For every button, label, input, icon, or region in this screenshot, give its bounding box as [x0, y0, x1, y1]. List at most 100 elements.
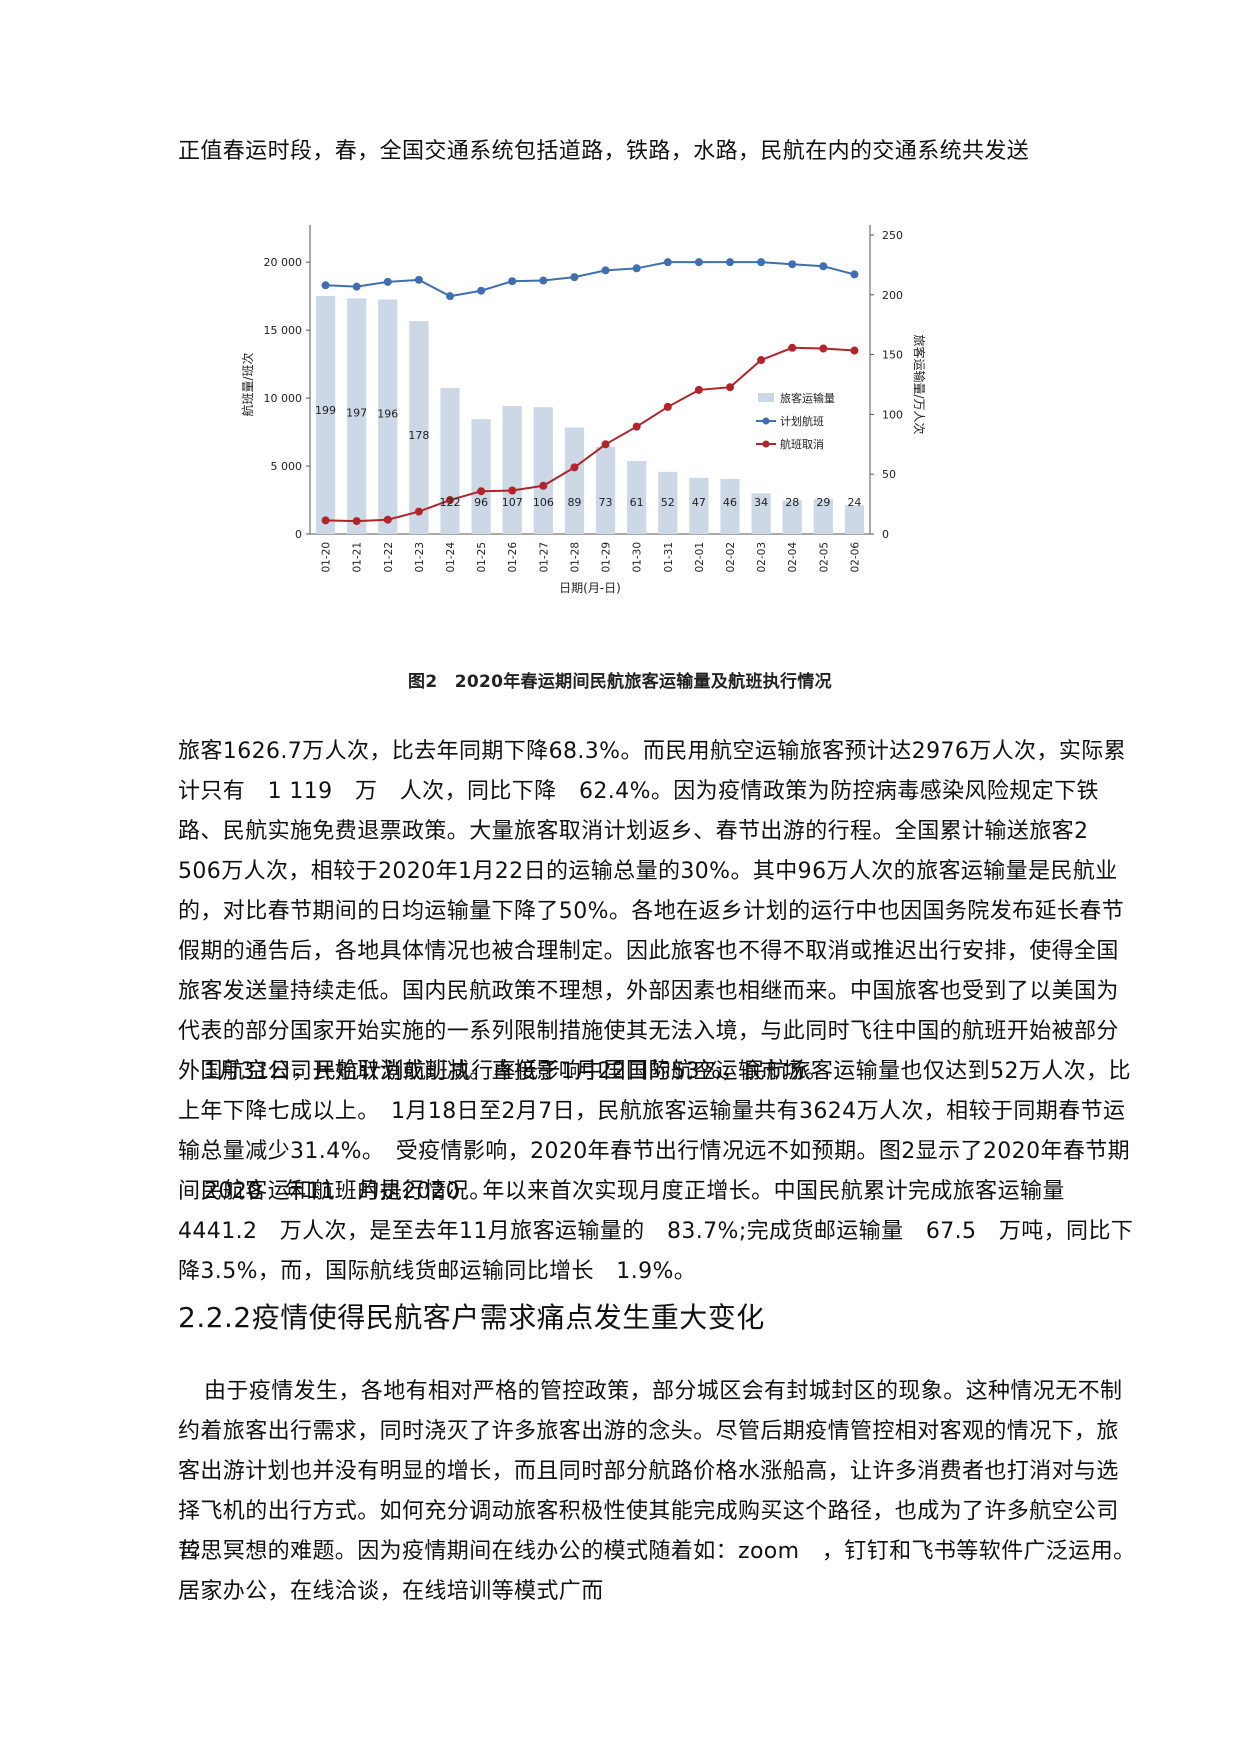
bar-passenger-01-27: [533, 407, 553, 534]
cancelled-flights-point-02-01: [694, 385, 703, 394]
planned-flights-point-02-01: [694, 258, 703, 267]
cancelled-flights-point-01-31: [663, 402, 672, 411]
y-tick-label-right: 0: [882, 528, 889, 541]
y-tick-label-right: 100: [882, 408, 903, 421]
bar-label-01-29: 73: [599, 496, 613, 509]
y-axis-title-right: 旅客运输量/万人次: [912, 334, 927, 434]
x-tick-label-02-05: 02-05: [818, 542, 830, 573]
x-tick-label-01-25: 01-25: [476, 542, 488, 573]
x-tick-label-01-30: 01-30: [632, 542, 644, 573]
bar-passenger-01-20: [315, 295, 336, 534]
x-tick-label-02-02: 02-02: [725, 542, 737, 573]
bar-passenger-01-23: [409, 321, 429, 534]
bar-passenger-01-28: [564, 427, 585, 534]
x-tick-label-01-27: 01-27: [538, 542, 550, 573]
paragraph-3: 2020 年11 月是2020 年以来首次实现月度正增长。中国民航累计完成旅客运…: [178, 1172, 1138, 1292]
y-tick-label-right: 200: [882, 289, 903, 302]
x-tick-label-01-24: 01-24: [445, 542, 457, 573]
section-heading: 2.2.2疫情使得民航客户需求痛点发生重大变化: [178, 1301, 765, 1334]
bar-passenger-01-26: [502, 406, 522, 534]
planned-flights-point-02-04: [788, 260, 797, 269]
x-tick-label-01-20: 01-20: [321, 542, 333, 573]
bar-label-01-28: 89: [567, 496, 581, 509]
planned-flights-point-01-24: [446, 292, 454, 301]
bar-passenger-02-01: [689, 477, 709, 534]
figure-caption: 图2 2020年春运期间民航旅客运输量及航班执行情况: [408, 672, 832, 692]
section-paragraph: 由于疫情发生，各地有相对严格的管控政策，部分城区会有封城封区的现象。这种情况无不…: [178, 1372, 1138, 1612]
planned-flights-line: [325, 261, 855, 298]
x-tick-label-01-28: 01-28: [569, 542, 581, 573]
cancelled-flights-point-01-25: [477, 487, 486, 496]
cancelled-flights-point-01-23: [414, 507, 423, 516]
legend-swatch-passenger: [758, 393, 774, 402]
cancelled-flights-point-02-04: [788, 343, 797, 352]
y-tick-label-left: 5 000: [271, 460, 303, 473]
x-tick-label-02-04: 02-04: [787, 542, 799, 573]
cancelled-flights-point-01-28: [570, 463, 579, 472]
paragraph-2-text: 1月31日，民航计划航班执行率低于1月22日的53%，民航旅客运输量也仅达到52…: [178, 1059, 1131, 1204]
bar-passenger-01-24: [440, 388, 460, 534]
bar-passenger-02-05: [813, 499, 833, 534]
cancelled-flights-point-01-26: [508, 486, 517, 495]
bar-passenger-01-25: [471, 419, 491, 534]
bar-label-02-05: 29: [816, 496, 830, 509]
bar-label-01-23: 178: [408, 429, 429, 442]
bar-passenger-02-03: [751, 493, 771, 534]
bar-label-02-01: 47: [692, 496, 706, 509]
bar-label-01-30: 61: [630, 496, 644, 509]
planned-flights-point-01-21: [352, 282, 361, 291]
cancelled-flights-point-01-21: [352, 517, 361, 526]
cancelled-flights-point-01-27: [539, 481, 548, 490]
x-tick-label-02-06: 02-06: [849, 542, 861, 573]
planned-flights-point-02-03: [757, 258, 766, 267]
top-text-line: 正值春运时段，春，全国交通系统包括道路，铁路，水路，民航在内的交通系统共发送: [178, 139, 1030, 164]
planned-flights-point-02-06: [850, 270, 859, 279]
bar-label-02-06: 24: [847, 496, 861, 509]
legend-marker-planned: [762, 417, 770, 425]
cancelled-flights-point-01-29: [601, 440, 610, 449]
y-axis-title-left: 航班量/班次: [240, 352, 255, 416]
legend-label-planned: 计划航班: [780, 414, 824, 428]
bar-label-01-31: 52: [661, 496, 675, 509]
planned-flights-point-01-20: [321, 281, 330, 290]
cancelled-flights-point-01-24: [446, 496, 454, 505]
bar-label-01-22: 196: [377, 408, 398, 421]
x-tick-label-02-01: 02-01: [694, 542, 706, 573]
bar-label-01-20: 199: [315, 404, 336, 417]
y-tick-label-right: 50: [882, 468, 896, 481]
legend-label-passenger: 旅客运输量: [780, 391, 835, 405]
passenger-flight-chart: 0 5 000 10 000 15 000 20 000 0 50 100 150 200 250 航…: [240, 225, 927, 595]
y-tick-label-right: 150: [882, 349, 903, 362]
planned-flights-point-01-25: [477, 286, 486, 295]
cancelled-flights-point-02-06: [850, 346, 859, 355]
planned-flights-point-01-22: [383, 277, 392, 286]
bar-label-01-27: 106: [533, 496, 554, 509]
paragraph-1: 旅客1626.7万人次，比去年同期下降68.3%。而民用航空运输旅客预计达297…: [178, 732, 1138, 1092]
bar-label-01-26: 107: [502, 496, 523, 509]
y-tick-label-left: 15 000: [264, 324, 303, 337]
planned-flights-point-01-27: [539, 276, 548, 285]
x-tick-label-02-03: 02-03: [756, 542, 768, 573]
planned-flights-point-01-31: [663, 258, 672, 267]
bar-label-02-04: 28: [785, 496, 799, 509]
legend-marker-cancelled: [762, 440, 770, 448]
planned-flights-point-01-23: [414, 275, 423, 284]
y-tick-label-right: 250: [882, 229, 903, 242]
paragraph-1-text: 旅客1626.7万人次，比去年同期下降68.3%。而民用航空运输旅客预计达297…: [178, 739, 1127, 1084]
bar-label-02-03: 34: [754, 496, 768, 509]
y-tick-label-left: 20 000: [264, 256, 303, 269]
bar-passenger-01-30: [627, 461, 647, 534]
x-tick-label-01-26: 01-26: [507, 542, 519, 573]
y-tick-label-left: 10 000: [264, 392, 303, 405]
cancelled-flights-point-02-05: [819, 344, 828, 353]
planned-flights-point-01-30: [632, 264, 641, 273]
planned-flights-point-02-05: [819, 262, 828, 271]
x-tick-label-01-21: 01-21: [352, 542, 364, 573]
cancelled-flights-point-01-20: [321, 516, 330, 525]
legend-label-cancelled: 航班取消: [780, 437, 824, 451]
bar-label-02-02: 46: [723, 496, 737, 509]
cancelled-flights-line: [325, 346, 855, 523]
paragraph-2: 1月31日，民航计划航班执行率低于1月22日的53%，民航旅客运输量也仅达到52…: [178, 1052, 1138, 1212]
planned-flights-point-01-29: [601, 266, 610, 275]
bar-label-01-21: 197: [346, 406, 367, 419]
